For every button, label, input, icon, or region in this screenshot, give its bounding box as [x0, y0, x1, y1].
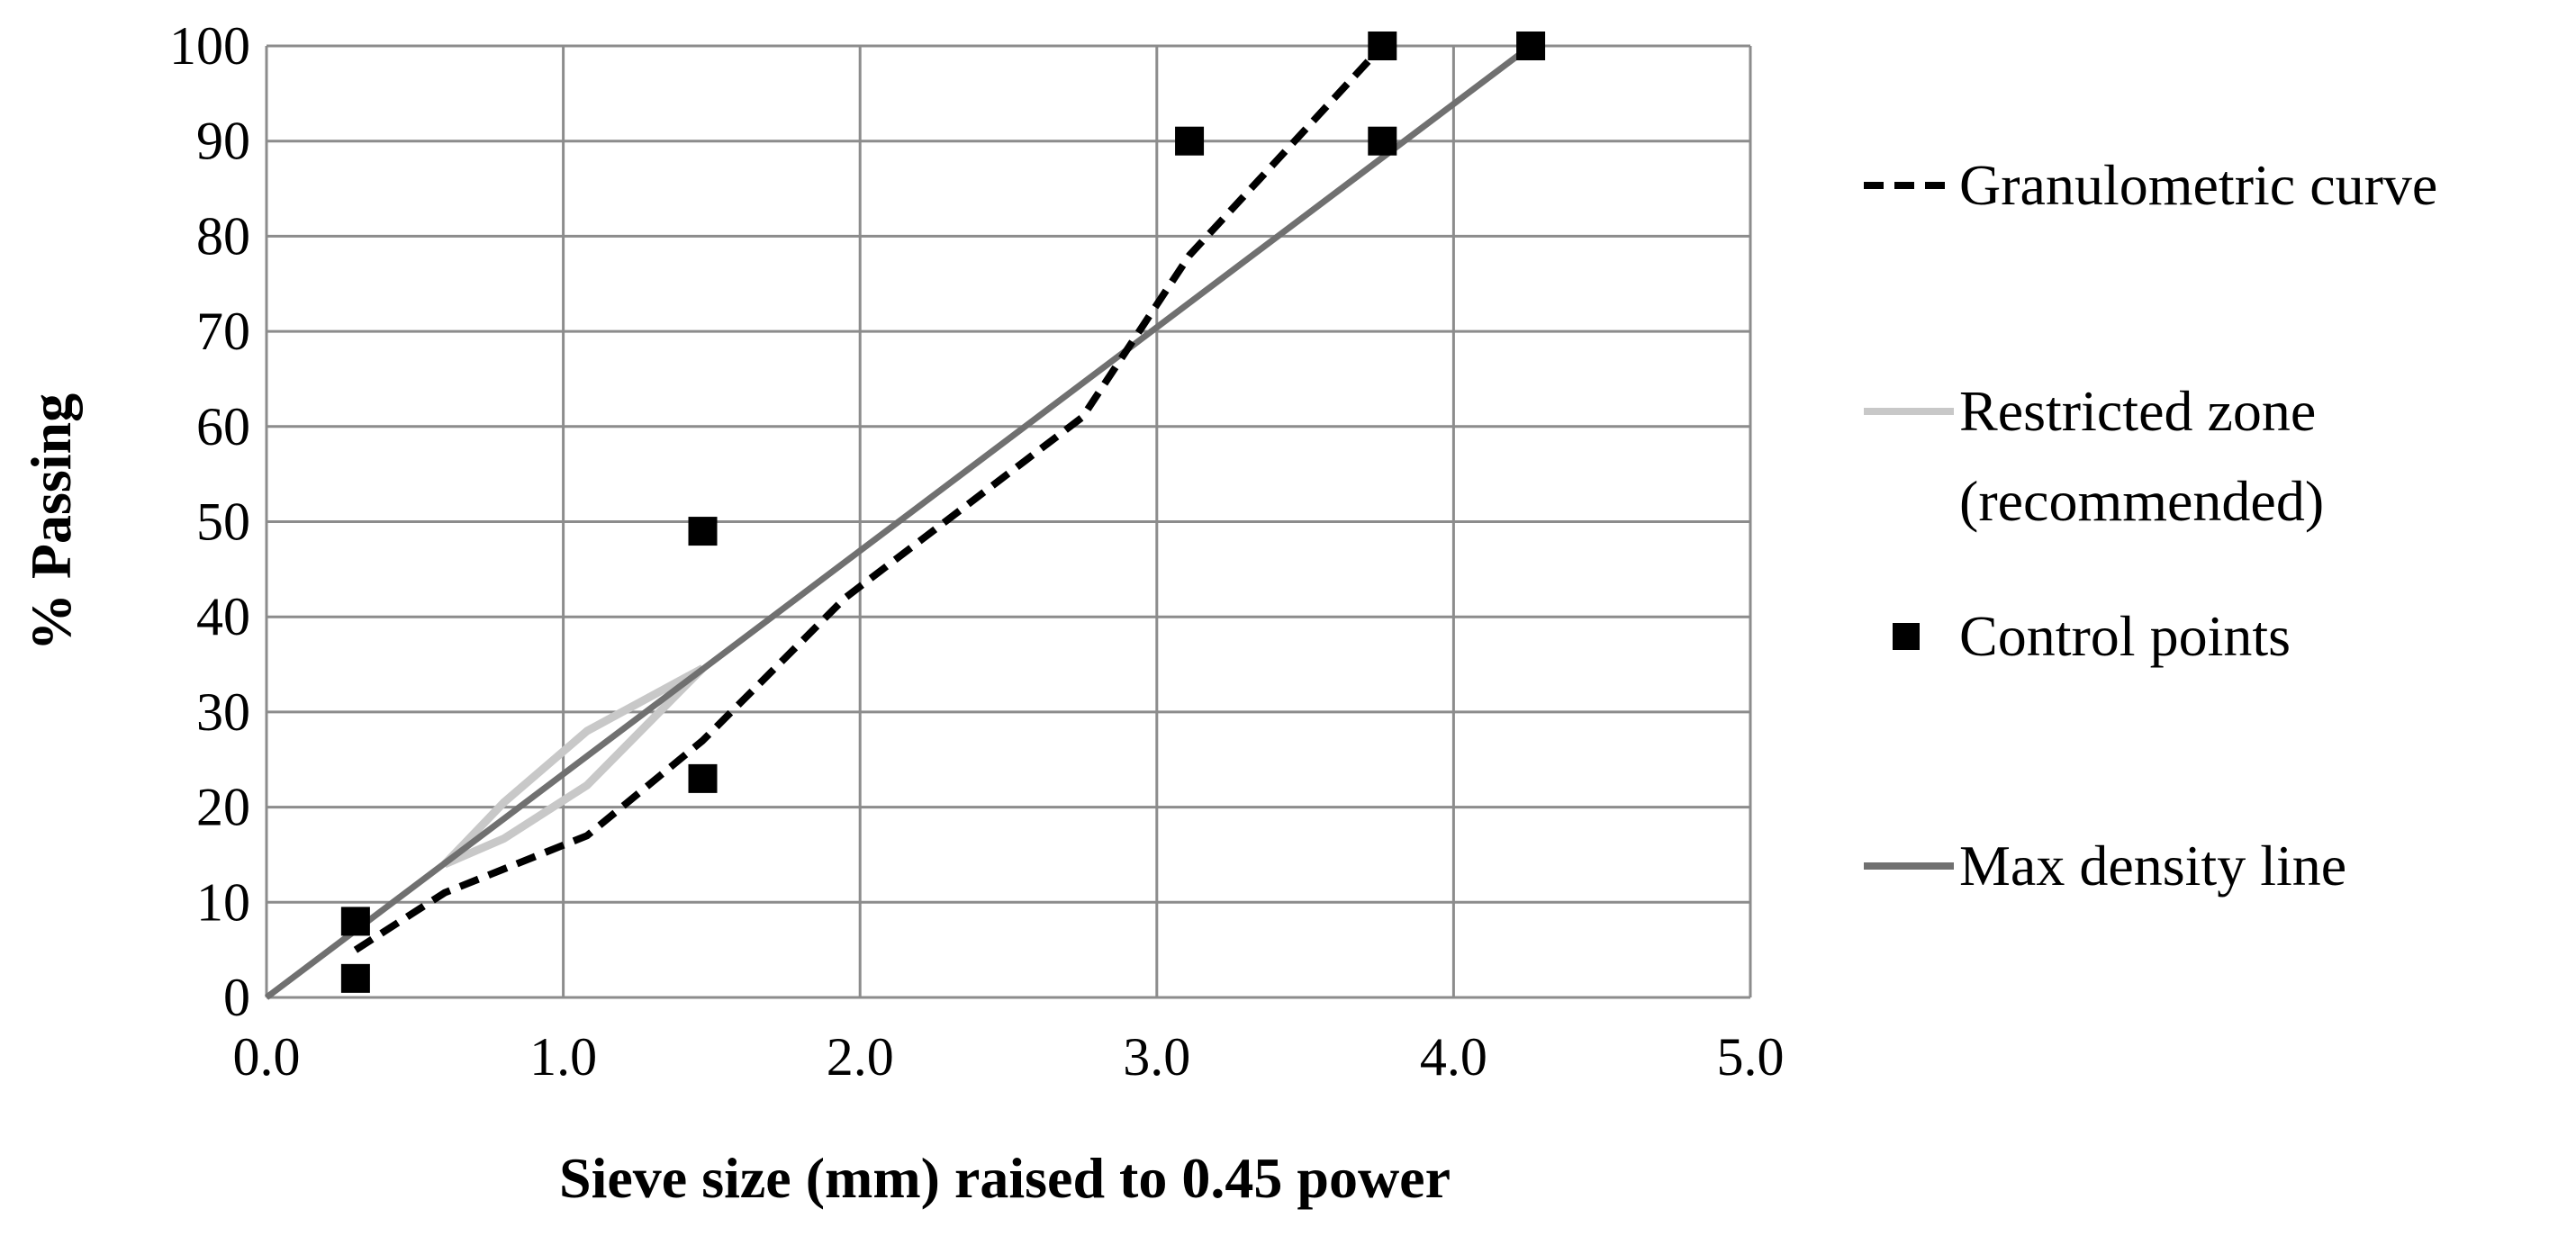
y-tick-label-40: 40 [196, 587, 250, 646]
control-point-3 [688, 763, 718, 793]
y-tick-label-60: 60 [196, 397, 250, 456]
y-tick-label-50: 50 [196, 492, 250, 552]
legend-label-control-points: Control points [1959, 604, 2291, 668]
y-tick-label-90: 90 [196, 112, 250, 171]
control-point-7 [1368, 32, 1397, 60]
control-point-2 [340, 907, 370, 936]
x-tick-label-3-0: 3.0 [1123, 1027, 1190, 1087]
y-tick-label-20: 20 [196, 778, 250, 837]
x-tick-label-5-0: 5.0 [1717, 1027, 1785, 1087]
y-tick-label-70: 70 [196, 302, 250, 361]
tick-labels: 0 10 20 30 40 50 60 70 80 90 100 0.0 1.0 2.0 3.0 4.0 5.0 [169, 16, 1785, 1087]
x-tick-label-4-0: 4.0 [1420, 1027, 1487, 1087]
control-point-6 [1368, 126, 1397, 156]
control-point-5 [1175, 126, 1205, 156]
grid [265, 44, 1752, 999]
y-tick-label-80: 80 [196, 206, 250, 266]
granulometric-curve-line [353, 43, 1386, 953]
legend-item-max-density-line: Max density line [1864, 834, 2346, 898]
restricted-zone-lower-line [443, 665, 706, 869]
x-tick-label-2-0: 2.0 [827, 1027, 894, 1087]
y-tick-label-10: 10 [196, 872, 250, 932]
control-point-1 [340, 963, 370, 993]
legend-label-granulometric-curve: Granulometric curve [1959, 153, 2437, 217]
legend-swatch-control-points [1893, 623, 1920, 650]
x-axis-title: Sieve size (mm) raised to 0.45 power [559, 1146, 1451, 1210]
y-tick-label-0: 0 [223, 968, 250, 1027]
legend-label-max-density-line: Max density line [1959, 834, 2346, 898]
restricted-zone-upper-line [441, 664, 705, 868]
control-point-8 [1516, 32, 1546, 60]
legend-item-restricted-zone: Restricted zone (recommended) [1864, 379, 2324, 533]
legend-label-restricted-zone-line2: (recommended) [1959, 469, 2324, 533]
y-tick-label-30: 30 [196, 682, 250, 742]
y-tick-label-100: 100 [169, 16, 250, 76]
series-layer [264, 32, 1546, 1000]
control-point-4 [688, 517, 718, 546]
legend-item-control-points: Control points [1893, 604, 2291, 668]
x-tick-label-1-0: 1.0 [529, 1027, 597, 1087]
legend-label-restricted-zone: Restricted zone [1959, 379, 2316, 443]
y-axis-title: % Passing [19, 393, 83, 651]
max-density-line [264, 43, 1533, 1000]
legend: Granulometric curve Restricted zone (rec… [1864, 153, 2437, 898]
x-tick-label-0-0: 0.0 [233, 1027, 301, 1087]
legend-item-granulometric-curve: Granulometric curve [1864, 153, 2437, 217]
